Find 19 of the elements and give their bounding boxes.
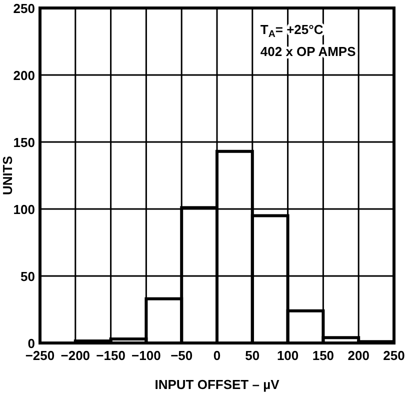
x-tick-label: −150 xyxy=(96,348,126,363)
x-tick-label: 250 xyxy=(383,348,405,363)
x-tick-label: −100 xyxy=(132,348,161,363)
x-tick-label: 0 xyxy=(213,348,221,363)
x-tick-label: −200 xyxy=(60,348,90,363)
x-tick-label: −250 xyxy=(25,348,55,363)
y-tick-label: 100 xyxy=(13,202,35,217)
y-tick-label: 250 xyxy=(13,1,35,16)
y-tick-label: 200 xyxy=(13,68,35,83)
y-tick-label: 50 xyxy=(20,269,35,284)
x-tick-label: 200 xyxy=(348,348,370,363)
x-tick-label: 50 xyxy=(245,348,260,363)
x-tick-label: 100 xyxy=(276,348,299,363)
y-tick-label: 0 xyxy=(28,336,35,351)
y-axis-title: UNITS xyxy=(0,156,15,195)
x-tick-label: 150 xyxy=(312,348,334,363)
x-axis-title: INPUT OFFSET – µV xyxy=(154,377,280,392)
x-tick-label: −50 xyxy=(170,348,193,363)
y-tick-label: 150 xyxy=(13,135,35,150)
